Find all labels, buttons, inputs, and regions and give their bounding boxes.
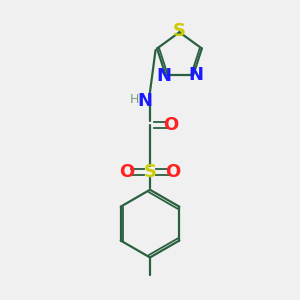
Text: N: N	[188, 66, 203, 84]
Text: S: S	[173, 22, 186, 40]
Text: N: N	[157, 67, 172, 85]
Text: S: S	[143, 163, 157, 181]
Text: N: N	[137, 92, 152, 110]
Text: O: O	[119, 163, 135, 181]
Text: O: O	[165, 163, 181, 181]
Text: H: H	[130, 93, 140, 106]
Text: O: O	[164, 116, 179, 134]
